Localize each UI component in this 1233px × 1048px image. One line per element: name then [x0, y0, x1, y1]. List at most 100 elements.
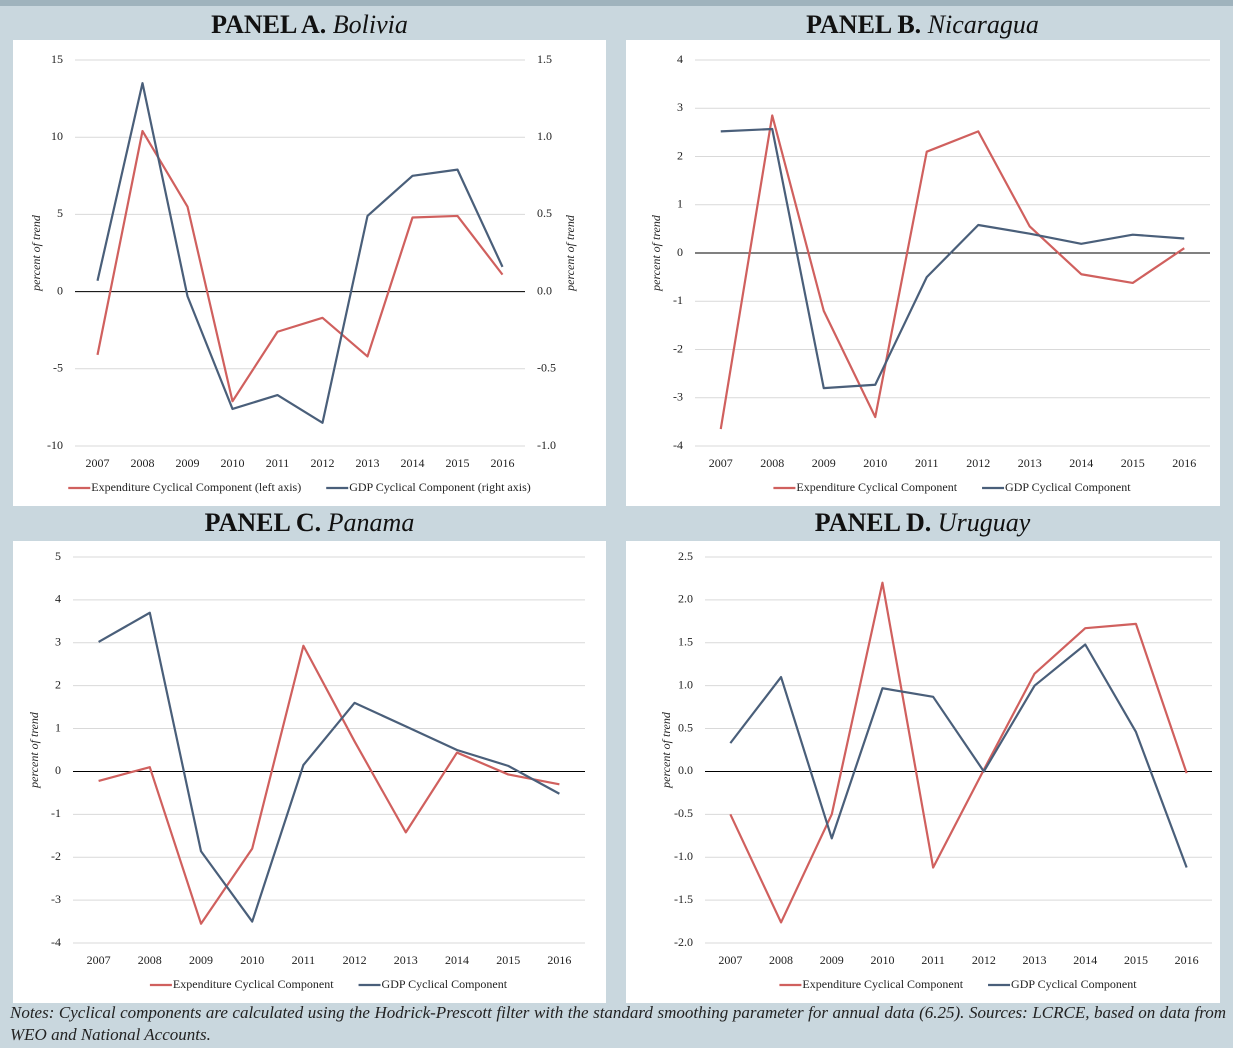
x-tick-label: 2016: [1172, 456, 1196, 470]
country: Bolivia: [332, 10, 408, 39]
panel-title: PANEL A. Bolivia: [13, 10, 606, 40]
legend-label: Expenditure Cyclical Component: [796, 480, 957, 494]
y2-tick-label: -1.0: [537, 438, 556, 452]
y-tick-label: -2.0: [674, 935, 693, 949]
y-tick-label: 2.0: [678, 592, 693, 606]
x-tick-label: 2011: [921, 953, 945, 967]
x-tick-label: 2011: [292, 953, 316, 967]
panel-title: PANEL C. Panama: [13, 508, 606, 538]
x-tick-label: 2012: [966, 456, 990, 470]
x-tick-label: 2009: [820, 953, 844, 967]
y-tick-label: 0: [677, 245, 683, 259]
y2-axis-label: percent of trend: [563, 214, 577, 292]
x-tick-label: 2013: [394, 953, 418, 967]
y-axis-label: percent of trend: [659, 711, 673, 789]
chart: -2.0 -1.5 -1.0 -0.5 0.0 0.5 1.0 1.5 2.0 2.5 percen…: [626, 541, 1220, 1003]
series-line: [729, 643, 1188, 868]
x-tick-label: 2015: [1121, 456, 1145, 470]
legend-label: GDP Cyclical Component: [1011, 977, 1137, 991]
x-tick-label: 2016: [491, 456, 515, 470]
x-tick-label: 2008: [131, 456, 155, 470]
x-tick-label: 2015: [446, 456, 470, 470]
notes: Notes: Cyclical components are calculate…: [10, 1003, 1226, 1044]
series-line: [96, 82, 504, 424]
y-tick-label: 0.5: [678, 720, 693, 734]
country: Uruguay: [937, 508, 1031, 537]
panel-label: PANEL A.: [211, 10, 327, 39]
y-tick-label: 4: [55, 592, 61, 606]
y-tick-label: 1.5: [678, 635, 693, 649]
y-tick-label: -1: [673, 293, 683, 307]
x-tick-label: 2016: [1175, 953, 1199, 967]
x-tick-label: 2015: [1124, 953, 1148, 967]
y-tick-label: -1: [51, 806, 61, 820]
y2-tick-label: 0.5: [537, 206, 552, 220]
x-tick-label: 2013: [1018, 456, 1042, 470]
y-tick-label: -3: [673, 390, 683, 404]
x-tick-label: 2007: [86, 456, 110, 470]
panel-title: PANEL B. Nicaragua: [626, 10, 1219, 40]
y-tick-label: 10: [51, 129, 63, 143]
y-tick-label: 15: [51, 52, 63, 66]
y-tick-label: 0: [57, 283, 63, 297]
y-tick-label: -5: [53, 361, 63, 375]
y-tick-label: -2: [673, 341, 683, 355]
y-tick-label: -4: [673, 438, 683, 452]
x-tick-label: 2008: [138, 953, 162, 967]
x-tick-label: 2012: [311, 456, 335, 470]
series-line: [98, 644, 560, 925]
x-tick-label: 2015: [496, 953, 520, 967]
legend-label: Expenditure Cyclical Component: [173, 977, 334, 991]
y-tick-label: -0.5: [674, 806, 693, 820]
country: Panama: [327, 508, 415, 537]
legend-label: GDP Cyclical Component (right axis): [349, 480, 531, 494]
x-tick-label: 2014: [1073, 953, 1097, 967]
x-tick-label: 2009: [176, 456, 200, 470]
y-tick-label: 2.5: [678, 549, 693, 563]
legend-label: GDP Cyclical Component: [1005, 480, 1131, 494]
x-tick-label: 2010: [221, 456, 245, 470]
x-tick-label: 2007: [87, 953, 111, 967]
x-tick-label: 2012: [343, 953, 367, 967]
panel-label: PANEL D.: [814, 508, 932, 537]
y-tick-label: 0: [55, 763, 61, 777]
legend-label: GDP Cyclical Component: [382, 977, 508, 991]
x-tick-label: 2010: [863, 456, 887, 470]
series-line: [720, 127, 1185, 390]
y-tick-label: 0.0: [678, 763, 693, 777]
series-line: [96, 129, 504, 403]
x-tick-label: 2016: [547, 953, 571, 967]
x-tick-label: 2008: [760, 456, 784, 470]
legend-label: Expenditure Cyclical Component (left axi…: [91, 480, 301, 494]
y-tick-label: 3: [55, 635, 61, 649]
y2-tick-label: 0.0: [537, 283, 552, 297]
y2-tick-label: -0.5: [537, 361, 556, 375]
y-tick-label: 1: [55, 720, 61, 734]
x-tick-label: 2014: [1069, 456, 1093, 470]
y-tick-label: 3: [677, 100, 683, 114]
series-line: [719, 114, 1185, 430]
y-axis-label: percent of trend: [649, 214, 663, 292]
y-tick-label: 1.0: [678, 677, 693, 691]
x-tick-label: 2014: [401, 456, 425, 470]
y2-tick-label: 1.5: [537, 52, 552, 66]
x-tick-label: 2013: [356, 456, 380, 470]
y-tick-label: 1: [677, 197, 683, 211]
y-tick-label: 5: [55, 549, 61, 563]
legend-label: Expenditure Cyclical Component: [802, 977, 963, 991]
y-tick-label: -1.0: [674, 849, 693, 863]
x-tick-label: 2007: [709, 456, 733, 470]
x-tick-label: 2008: [769, 953, 793, 967]
y-tick-label: 5: [57, 206, 63, 220]
x-tick-label: 2010: [240, 953, 264, 967]
country: Nicaragua: [927, 10, 1039, 39]
x-tick-label: 2012: [972, 953, 996, 967]
panel-label: PANEL C.: [204, 508, 322, 537]
y-axis-label: percent of trend: [29, 214, 43, 292]
x-tick-label: 2011: [915, 456, 939, 470]
panel-label: PANEL B.: [806, 10, 922, 39]
y-axis-label: percent of trend: [27, 711, 41, 789]
chart: -4 -3 -2 -1 0 1 2 3 4 percent of trend 2007 2008 200…: [626, 40, 1220, 506]
y-tick-label: -3: [51, 892, 61, 906]
